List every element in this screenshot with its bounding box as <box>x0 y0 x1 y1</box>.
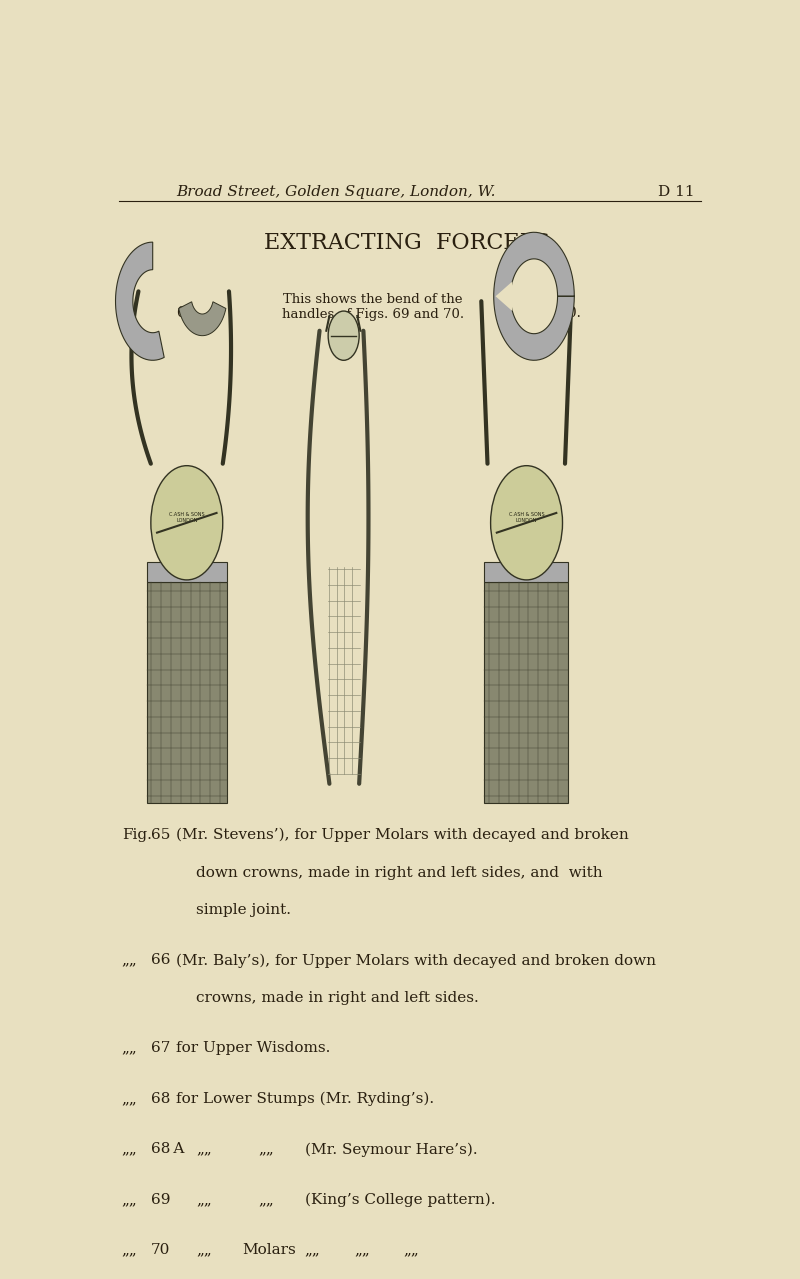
Text: „„: „„ <box>122 953 138 967</box>
Text: „„: „„ <box>122 1243 138 1257</box>
Text: 65: 65 <box>151 828 170 842</box>
Text: down crowns, made in right and left sides, and  with: down crowns, made in right and left side… <box>196 866 602 880</box>
Text: simple joint.: simple joint. <box>196 903 291 917</box>
Text: 70: 70 <box>151 1243 170 1257</box>
Text: This shows the bend of the: This shows the bend of the <box>283 293 462 307</box>
Text: „„: „„ <box>122 1041 138 1055</box>
Text: C.ASH & SONS
LONDON: C.ASH & SONS LONDON <box>509 513 544 523</box>
Text: „„: „„ <box>404 1243 419 1257</box>
Text: „„: „„ <box>354 1243 370 1257</box>
Text: „„: „„ <box>258 1142 274 1156</box>
Text: „„: „„ <box>122 1142 138 1156</box>
Text: EXTRACTING  FORCEPS.: EXTRACTING FORCEPS. <box>264 233 556 255</box>
Text: Broad Street, Golden Square, London, W.: Broad Street, Golden Square, London, W. <box>176 185 495 200</box>
Polygon shape <box>485 582 568 803</box>
Text: 68 A: 68 A <box>151 1142 184 1156</box>
Text: Molars: Molars <box>242 1243 296 1257</box>
Text: for Lower Stumps (Mr. Ryding’s).: for Lower Stumps (Mr. Ryding’s). <box>176 1092 434 1106</box>
Polygon shape <box>146 563 227 582</box>
Text: 66: 66 <box>151 953 170 967</box>
Text: „„: „„ <box>122 1092 138 1106</box>
Circle shape <box>328 311 359 361</box>
Circle shape <box>490 466 562 579</box>
Text: (Mr. Baly’s), for Upper Molars with decayed and broken down: (Mr. Baly’s), for Upper Molars with deca… <box>176 953 656 968</box>
Text: D 11: D 11 <box>658 185 695 200</box>
Polygon shape <box>115 242 164 361</box>
Text: (King’s College pattern).: (King’s College pattern). <box>305 1193 495 1207</box>
Text: „„: „„ <box>196 1142 212 1156</box>
Text: handles of Figs. 69 and 70.: handles of Figs. 69 and 70. <box>282 308 464 321</box>
Polygon shape <box>495 281 512 311</box>
Text: „„: „„ <box>258 1193 274 1207</box>
Text: „„: „„ <box>196 1193 212 1207</box>
Polygon shape <box>178 302 226 335</box>
Text: 68: 68 <box>151 1092 170 1106</box>
Text: 69: 69 <box>151 1193 170 1207</box>
Text: (Mr. Stevens’), for Upper Molars with decayed and broken: (Mr. Stevens’), for Upper Molars with de… <box>176 828 628 843</box>
Polygon shape <box>494 233 574 361</box>
Text: 69.: 69. <box>176 306 198 320</box>
Text: „„: „„ <box>305 1243 320 1257</box>
Text: „„: „„ <box>122 1193 138 1207</box>
Text: Fig.: Fig. <box>122 828 151 842</box>
Polygon shape <box>146 582 227 803</box>
Text: „„: „„ <box>196 1243 212 1257</box>
Text: C.ASH & SONS
LONDON: C.ASH & SONS LONDON <box>169 513 205 523</box>
Circle shape <box>151 466 222 579</box>
Text: (Mr. Seymour Hare’s).: (Mr. Seymour Hare’s). <box>305 1142 478 1156</box>
Text: for Upper Wisdoms.: for Upper Wisdoms. <box>176 1041 330 1055</box>
Text: crowns, made in right and left sides.: crowns, made in right and left sides. <box>196 991 479 1005</box>
Text: 67: 67 <box>151 1041 170 1055</box>
Text: 70.: 70. <box>560 306 582 320</box>
Polygon shape <box>485 563 568 582</box>
